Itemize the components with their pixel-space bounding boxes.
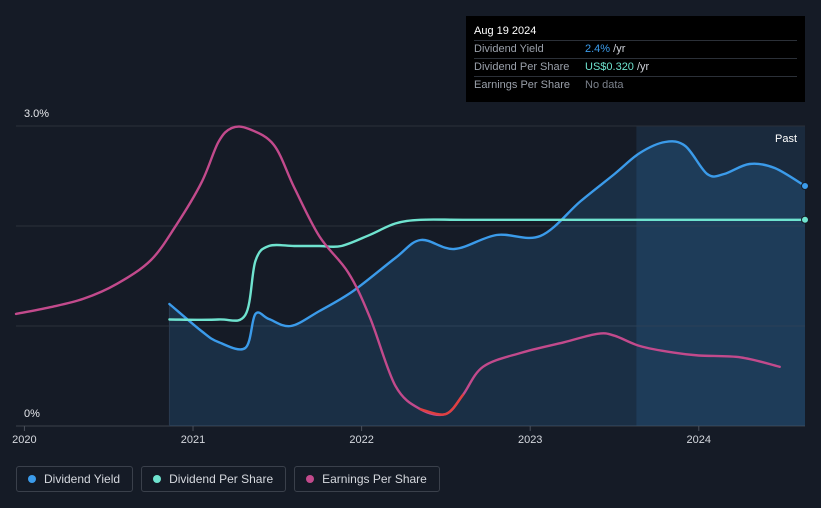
tooltip-row-dividend-per-share: Dividend Per Share US$0.320 /yr	[474, 58, 797, 76]
tooltip-value: US$0.320 /yr	[585, 59, 649, 76]
tooltip-row-earnings-per-share: Earnings Per Share No data	[474, 76, 797, 94]
tooltip-value-number: US$0.320	[585, 61, 634, 73]
tooltip-value-number: 2.4%	[585, 43, 611, 55]
dps-endpoint	[801, 215, 809, 224]
x-tick-label: 2023	[518, 434, 542, 446]
series-endpoints	[801, 182, 809, 224]
yield-line	[168, 140, 807, 351]
dividend-chart: 2020 2021 2022 2023 2024 Past	[12, 125, 809, 446]
legend-label: Earnings Per Share	[322, 472, 427, 486]
x-tick-label: 2024	[687, 434, 711, 446]
dps-line	[168, 218, 807, 322]
tooltip-value-unit: /yr	[610, 43, 626, 55]
legend-label: Dividend Yield	[44, 472, 121, 486]
hover-tooltip: Aug 19 2024 Dividend Yield 2.4% /yr Divi…	[466, 16, 805, 102]
tooltip-value: 2.4% /yr	[585, 41, 625, 58]
yield-endpoint	[801, 182, 809, 190]
x-tick-label: 2020	[12, 434, 36, 446]
legend-earnings-per-share[interactable]: Earnings Per Share	[294, 466, 440, 492]
legend-dividend-yield[interactable]: Dividend Yield	[16, 466, 134, 492]
tooltip-label: Dividend Per Share	[474, 61, 570, 73]
legend-dot-icon	[306, 475, 315, 483]
y-tick-label-min: 0%	[24, 408, 40, 420]
dividend-yield-area	[169, 141, 805, 426]
tooltip-value-number: No data	[585, 79, 624, 91]
x-axis-ticks: 2020 2021 2022 2023 2024	[12, 426, 711, 446]
x-tick-label: 2021	[181, 434, 205, 446]
tooltip-value: No data	[585, 77, 624, 94]
legend-dividend-per-share[interactable]: Dividend Per Share	[141, 466, 287, 492]
x-tick-label: 2022	[349, 434, 373, 446]
series-areas	[168, 141, 805, 426]
tooltip-label: Earnings Per Share	[474, 79, 570, 91]
eps-line	[14, 125, 781, 417]
legend-dot-icon	[28, 475, 36, 483]
tooltip-value-unit: /yr	[633, 61, 650, 73]
tooltip-row-dividend-yield: Dividend Yield 2.4% /yr	[474, 40, 797, 58]
legend-dot-icon	[153, 475, 162, 483]
series-lines	[14, 125, 807, 417]
y-tick-label-max: 3.0%	[24, 108, 50, 120]
tooltip-date: Aug 19 2024	[474, 25, 537, 37]
legend-label: Dividend Per Share	[169, 472, 274, 486]
past-label: Past	[775, 133, 797, 145]
eps-decline-segment	[419, 393, 464, 416]
tooltip-label: Dividend Yield	[474, 43, 544, 55]
chart-legend: Dividend Yield Dividend Per Share Earnin…	[16, 466, 440, 492]
gridlines	[16, 125, 805, 427]
